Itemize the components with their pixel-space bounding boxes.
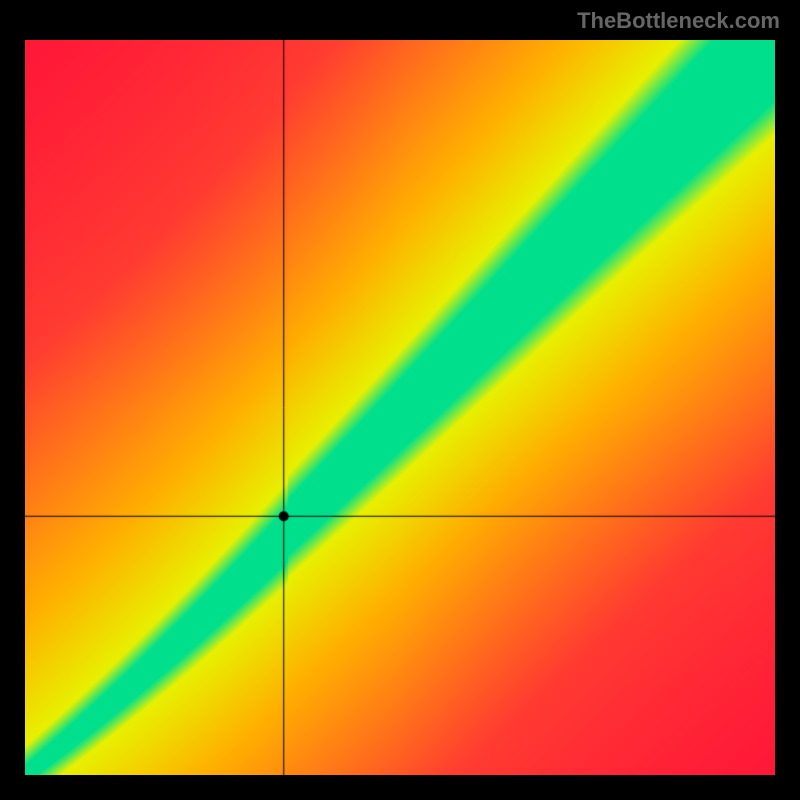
bottleneck-heatmap [25, 40, 775, 775]
watermark-text: TheBottleneck.com [577, 8, 780, 34]
